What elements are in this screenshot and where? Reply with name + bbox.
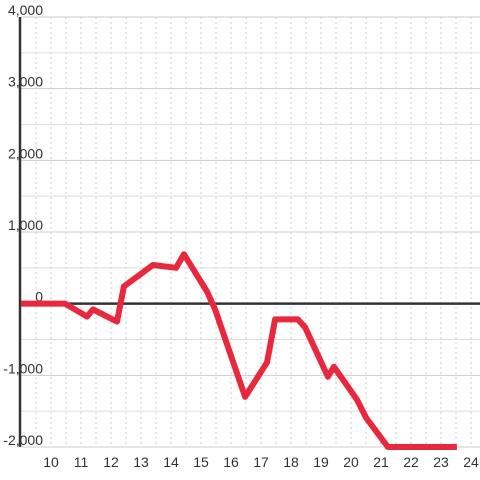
x-tick-label: 22 (403, 454, 419, 470)
y-tick-label: 1,000 (8, 217, 43, 233)
x-tick-label: 12 (103, 454, 119, 470)
x-tick-label: 23 (433, 454, 449, 470)
x-tick-label: 14 (163, 454, 179, 470)
data-line (21, 251, 457, 450)
x-tick-label: 11 (74, 454, 89, 470)
x-tick-label: 24 (463, 454, 479, 470)
x-tick-label: 10 (43, 454, 59, 470)
y-tick-label: -2,000 (3, 432, 43, 448)
y-tick-label: 3,000 (8, 74, 43, 90)
y-tick-label: 0 (35, 289, 43, 305)
y-tick-label: 2,000 (8, 145, 43, 161)
x-tick-label: 16 (223, 454, 239, 470)
x-tick-label: 18 (283, 454, 299, 470)
y-tick-label: -1,000 (3, 360, 43, 376)
x-tick-label: 19 (313, 454, 329, 470)
x-tick-label: 13 (133, 454, 149, 470)
y-tick-label: 4,000 (8, 2, 43, 18)
x-tick-label: 15 (193, 454, 209, 470)
x-tick-label: 21 (373, 454, 389, 470)
x-tick-label: 17 (253, 454, 269, 470)
x-tick-label: 20 (343, 454, 359, 470)
